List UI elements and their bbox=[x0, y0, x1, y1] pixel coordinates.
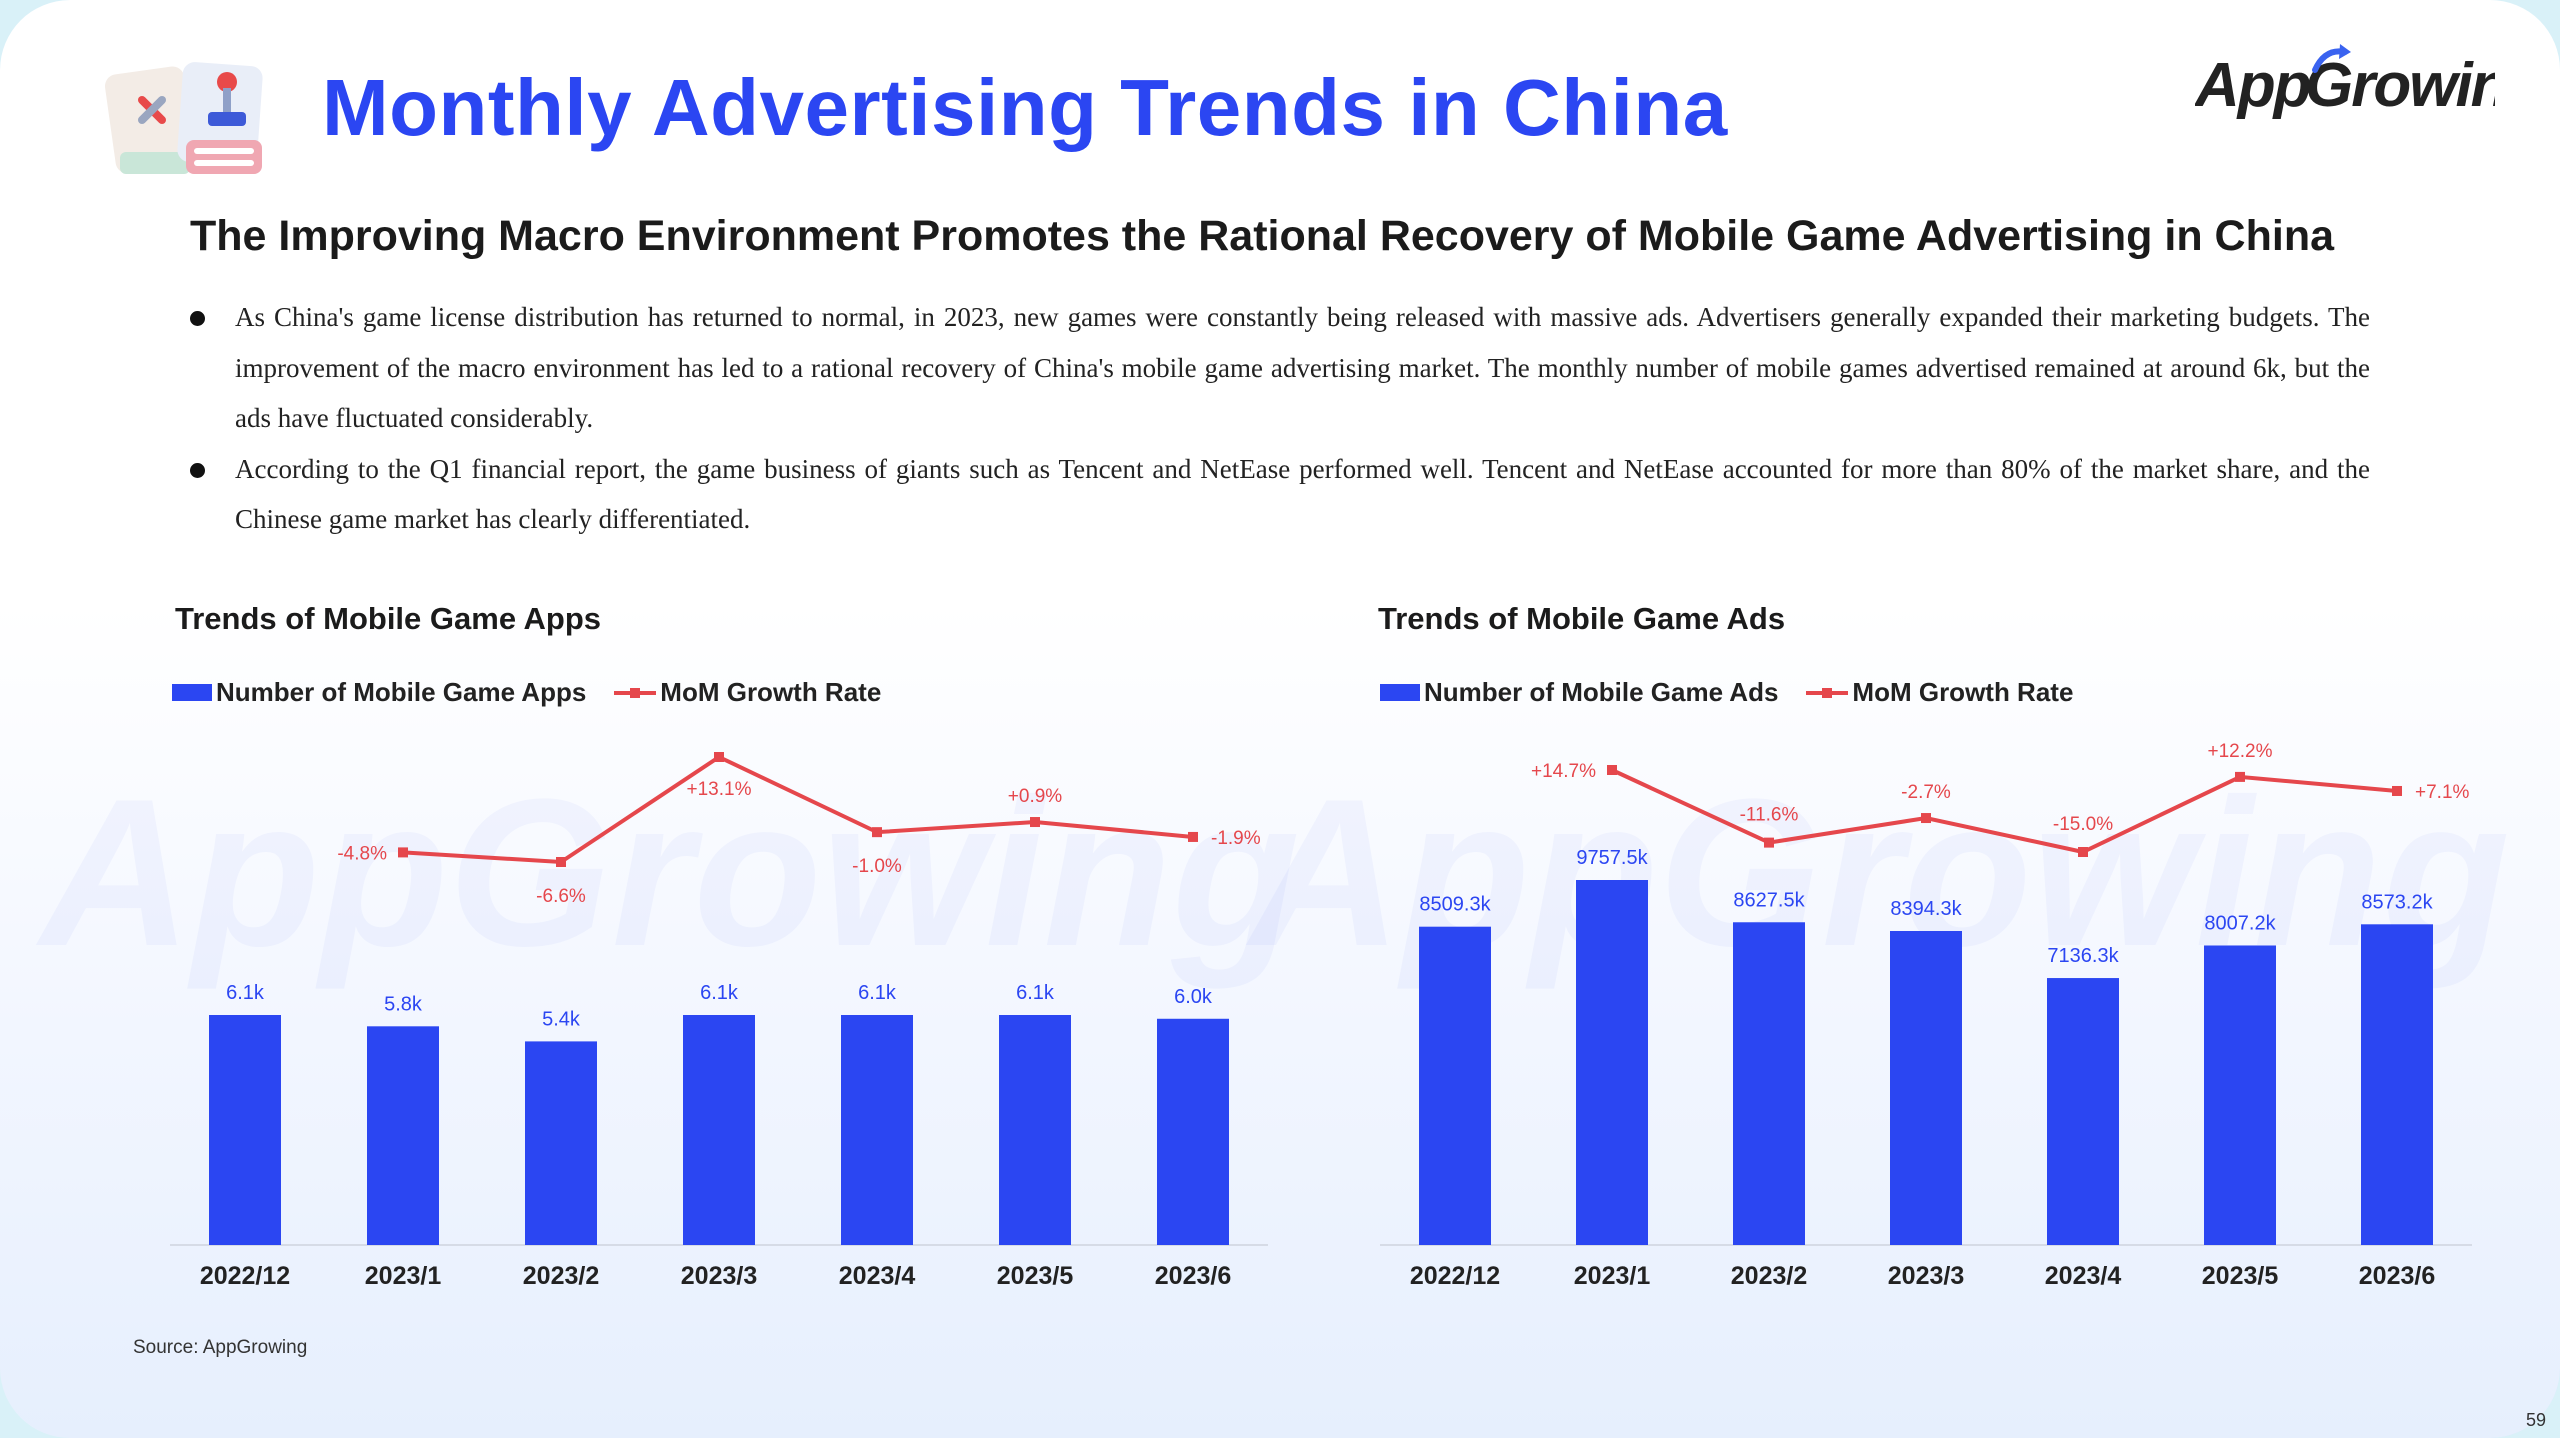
line-point bbox=[2392, 785, 2402, 796]
x-tick-label: 2023/4 bbox=[2045, 1262, 2122, 1290]
appgrowing-logo: App Growing bbox=[2195, 44, 2495, 120]
bar-data-label: 8627.5k bbox=[1733, 889, 1805, 911]
legend-line-swatch bbox=[614, 684, 657, 701]
line-point bbox=[1921, 813, 1931, 824]
bullet-item: According to the Q1 financial report, th… bbox=[190, 444, 2370, 545]
bar bbox=[2204, 945, 2276, 1245]
bar bbox=[209, 1015, 281, 1245]
legend-line-label: MoM Growth Rate bbox=[1852, 677, 2074, 707]
game-controller-icon bbox=[104, 62, 263, 174]
x-tick-label: 2023/4 bbox=[839, 1262, 916, 1290]
legend-line-swatch bbox=[1806, 684, 1849, 701]
line-point bbox=[1764, 837, 1774, 848]
line-data-label: -15.0% bbox=[2053, 814, 2113, 835]
bar-data-label: 6.1k bbox=[858, 982, 897, 1004]
line-data-label: -6.6% bbox=[536, 886, 586, 907]
line-data-label: +0.9% bbox=[1008, 786, 1063, 807]
svg-text:App: App bbox=[2195, 51, 2310, 120]
x-tick-label: 2023/2 bbox=[523, 1262, 599, 1290]
legend-bar-label: Number of Mobile Game Apps bbox=[216, 677, 587, 707]
bar bbox=[683, 1015, 755, 1245]
growth-rate-line bbox=[402, 754, 1194, 865]
line-data-label: +12.2% bbox=[2208, 741, 2273, 762]
bullet-dot bbox=[190, 311, 205, 326]
line-point bbox=[872, 827, 882, 838]
bar-data-label: 7136.3k bbox=[2047, 945, 2119, 967]
chart-title-apps: Trends of Mobile Game Apps bbox=[175, 601, 602, 636]
bar bbox=[841, 1015, 913, 1245]
x-tick-label: 2022/12 bbox=[1410, 1262, 1500, 1290]
line-data-label: +7.1% bbox=[2415, 782, 2470, 803]
bullet-dot bbox=[190, 462, 205, 478]
svg-text:Growing: Growing bbox=[2305, 51, 2495, 120]
bullet-item: As China's game license distribution has… bbox=[190, 292, 2370, 444]
growth-rate-line bbox=[1611, 768, 2398, 855]
line-data-label: +13.1% bbox=[687, 779, 752, 800]
bullet-list: As China's game license distribution has… bbox=[190, 292, 2370, 545]
chart-title-ads: Trends of Mobile Game Ads bbox=[1378, 601, 1786, 636]
x-tick-label: 2023/1 bbox=[1574, 1262, 1651, 1290]
line-point bbox=[1607, 765, 1617, 775]
line-point bbox=[2235, 771, 2245, 782]
x-tick-label: 2023/5 bbox=[997, 1262, 1074, 1290]
x-tick-label: 2023/5 bbox=[2202, 1262, 2279, 1290]
chart-legend-apps: Number of Mobile Game Apps MoM Growth Ra… bbox=[172, 677, 881, 708]
bar bbox=[1419, 926, 1491, 1245]
line-data-label: -4.8% bbox=[337, 843, 387, 864]
line-data-label: -11.6% bbox=[1740, 805, 1799, 826]
line-data-label: +14.7% bbox=[1531, 761, 1596, 782]
x-tick-label: 2023/6 bbox=[1155, 1262, 1231, 1290]
page-title: Monthly Advertising Trends in China bbox=[322, 63, 1728, 152]
bullet-text: According to the Q1 financial report, th… bbox=[235, 453, 2370, 535]
source-note: Source: AppGrowing bbox=[133, 1337, 308, 1358]
legend-line-label: MoM Growth Rate bbox=[660, 677, 882, 707]
line-point bbox=[1188, 831, 1198, 842]
bar bbox=[1576, 880, 1648, 1245]
page-number: 59 bbox=[2525, 1410, 2546, 1430]
x-tick-label: 2023/1 bbox=[365, 1262, 442, 1290]
bar-data-label: 6.1k bbox=[700, 982, 739, 1004]
chart-legend-ads: Number of Mobile Game Ads MoM Growth Rat… bbox=[1380, 677, 2073, 708]
line-point bbox=[2078, 847, 2088, 857]
line-data-label: -1.9% bbox=[1211, 828, 1261, 849]
bar bbox=[2361, 924, 2433, 1245]
bar-data-label: 5.8k bbox=[384, 993, 423, 1015]
line-point bbox=[556, 857, 566, 867]
bar bbox=[1733, 922, 1805, 1245]
bar bbox=[367, 1026, 439, 1245]
bar-data-label: 8394.3k bbox=[1890, 898, 1962, 920]
x-tick-label: 2023/3 bbox=[1888, 1262, 1964, 1290]
bar bbox=[525, 1041, 597, 1245]
x-tick-label: 2023/2 bbox=[1731, 1262, 1807, 1290]
bar-data-label: 5.4k bbox=[542, 1008, 581, 1030]
line-point bbox=[714, 752, 724, 762]
watermark-logo: AppGrowing bbox=[35, 755, 1300, 990]
legend-bar-label: Number of Mobile Game Ads bbox=[1424, 677, 1779, 707]
bar bbox=[1157, 1018, 1229, 1245]
x-tick-label: 2023/3 bbox=[681, 1262, 757, 1290]
legend-bar-swatch bbox=[172, 684, 212, 701]
bar bbox=[2047, 978, 2119, 1245]
section-subtitle: The Improving Macro Environment Promotes… bbox=[190, 212, 2334, 260]
bar-data-label: 9757.5k bbox=[1576, 847, 1648, 869]
bullet-text: As China's game license distribution has… bbox=[235, 302, 2370, 433]
bar-data-label: 6.0k bbox=[1174, 986, 1213, 1008]
x-tick-label: 2023/6 bbox=[2359, 1262, 2435, 1290]
bar-data-label: 6.1k bbox=[1016, 982, 1055, 1004]
line-data-label: -1.0% bbox=[852, 856, 902, 877]
line-point bbox=[1030, 817, 1040, 828]
x-tick-label: 2022/12 bbox=[200, 1262, 290, 1290]
line-point bbox=[398, 847, 408, 858]
bar bbox=[999, 1015, 1071, 1245]
bar-data-label: 8573.2k bbox=[2361, 891, 2433, 913]
legend-bar-swatch bbox=[1380, 684, 1420, 701]
line-data-label: -2.7% bbox=[1901, 782, 1951, 803]
chart-mobile-game-ads: AppGrowing8509.3k2022/129757.5k2023/1862… bbox=[1245, 741, 2510, 1290]
bar-data-label: 8509.3k bbox=[1419, 894, 1491, 916]
bar bbox=[1890, 930, 1962, 1245]
bar-data-label: 8007.2k bbox=[2204, 912, 2276, 934]
bar-data-label: 6.1k bbox=[226, 982, 265, 1004]
chart-mobile-game-apps: AppGrowing6.1k 2022/12 5.8k 2023/1 5.4k 2023/… bbox=[35, 752, 1300, 1290]
